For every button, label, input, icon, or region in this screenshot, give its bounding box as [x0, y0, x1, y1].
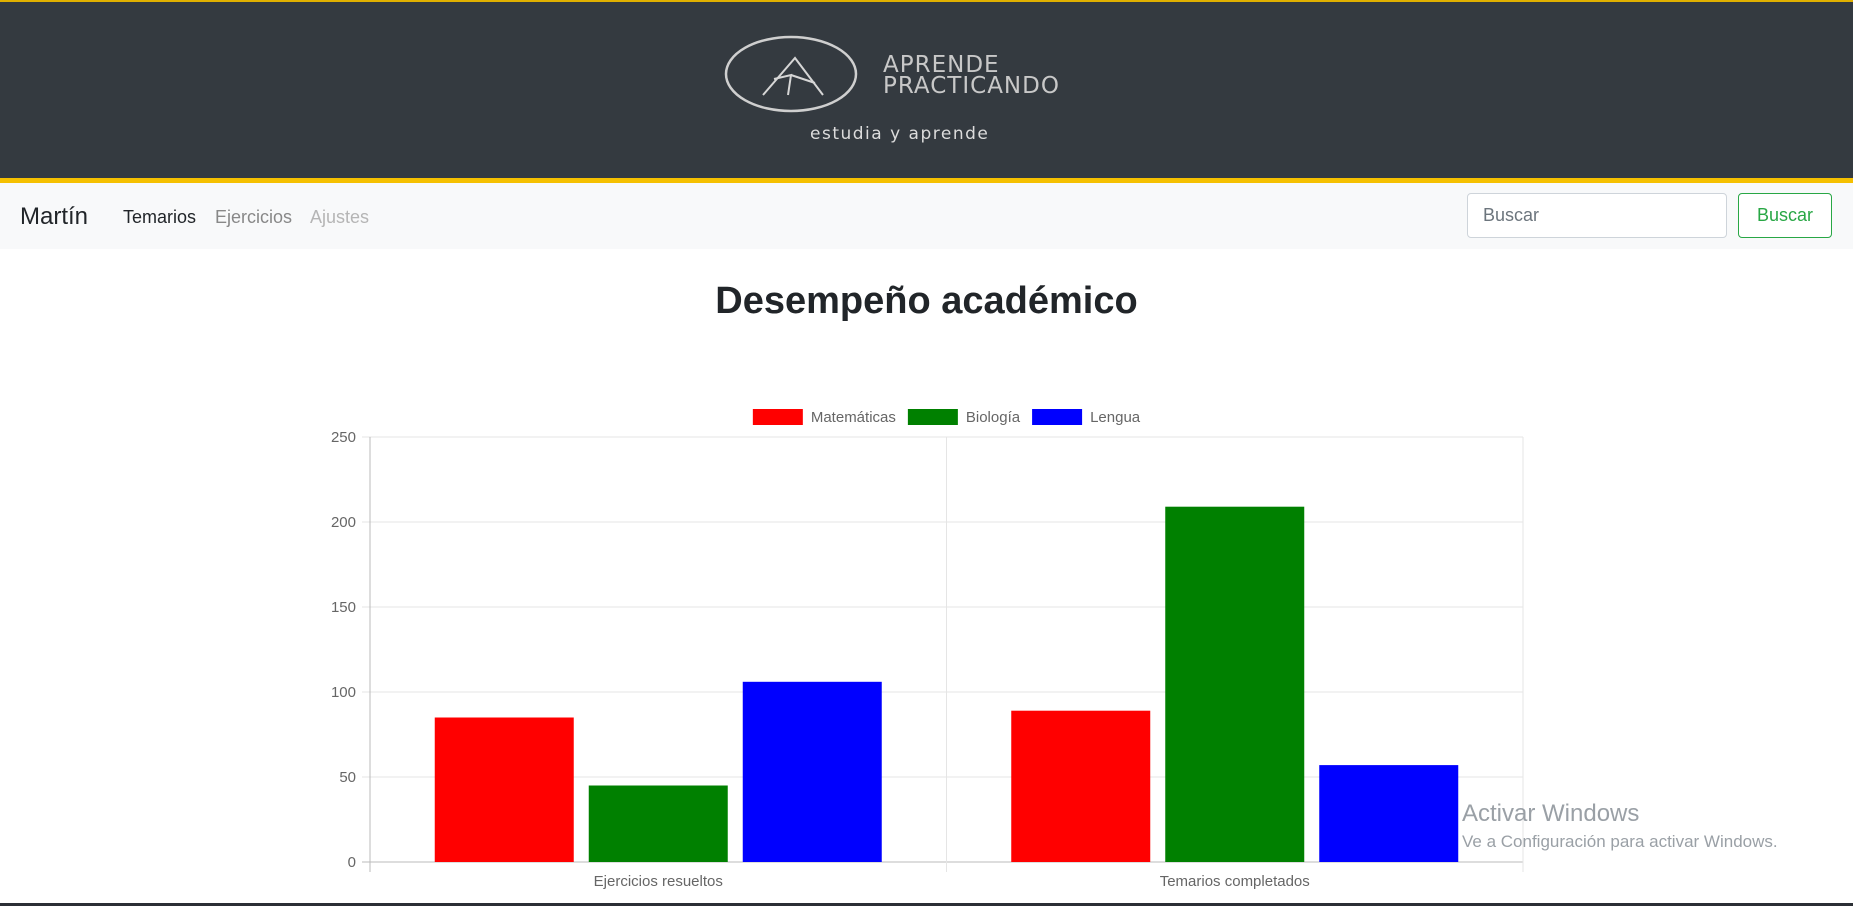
bar — [435, 718, 574, 863]
y-tick-label: 0 — [348, 854, 356, 871]
page-title: Desempeño académico — [0, 280, 1853, 323]
legend-label: Biología — [966, 409, 1021, 426]
y-tick-label: 150 — [331, 599, 356, 616]
y-tick-label: 50 — [339, 769, 356, 786]
bar — [743, 682, 882, 862]
search-button[interactable]: Buscar — [1738, 193, 1832, 238]
windows-activation-watermark: Activar Windows Ve a Configuración para … — [1462, 800, 1778, 852]
navbar-brand[interactable]: Martín — [20, 203, 88, 231]
x-tick-label: Temarios completados — [1160, 873, 1310, 890]
banner-subtitle: estudia y aprende — [810, 124, 989, 144]
legend-label: Lengua — [1090, 409, 1141, 426]
legend-swatch — [908, 409, 958, 425]
search-input[interactable] — [1467, 193, 1727, 238]
y-tick-label: 250 — [331, 429, 356, 446]
mountain-logo-icon: APRENDE PRACTICANDO — [720, 32, 1140, 117]
nav-link-ejercicios[interactable]: Ejercicios — [215, 207, 292, 228]
y-tick-label: 100 — [331, 684, 356, 701]
x-tick-label: Ejercicios resueltos — [594, 873, 723, 890]
logo-line-2: PRACTICANDO — [883, 73, 1060, 99]
legend-swatch — [753, 409, 803, 425]
header-banner: APRENDE PRACTICANDO estudia y aprende — [0, 0, 1853, 178]
nav-link-temarios[interactable]: Temarios — [123, 207, 196, 228]
bar — [1011, 711, 1150, 862]
y-tick-label: 200 — [331, 514, 356, 531]
bar — [1165, 507, 1304, 862]
legend-swatch — [1032, 409, 1082, 425]
legend-label: Matemáticas — [811, 409, 896, 426]
nav-link-ajustes: Ajustes — [310, 207, 369, 228]
bar — [1319, 765, 1458, 862]
bar — [589, 786, 728, 863]
watermark-subtitle: Ve a Configuración para activar Windows. — [1462, 832, 1778, 852]
watermark-title: Activar Windows — [1462, 800, 1778, 828]
navbar: Martín Temarios Ejercicios Ajustes Busca… — [0, 183, 1853, 249]
